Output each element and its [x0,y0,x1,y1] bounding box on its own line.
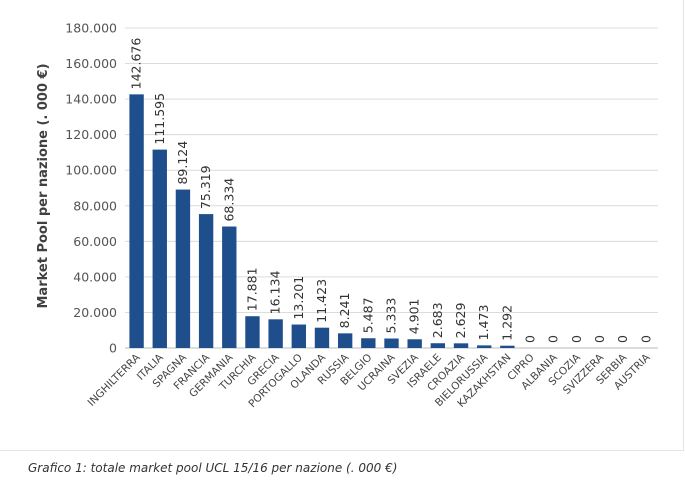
y-tick-label: 0 [109,341,117,356]
y-tick-label: 120.000 [65,127,117,142]
bar [268,319,283,348]
data-label: 0 [523,335,538,343]
y-tick-label: 160.000 [65,56,117,71]
bar [175,189,191,348]
bar [198,214,214,348]
data-label: 111.595 [152,93,167,145]
data-label: 8.241 [337,293,352,329]
bar [129,94,144,348]
y-tick-label: 20.000 [73,305,117,320]
bars [129,94,515,348]
data-label: 13.201 [291,276,306,320]
bar [245,316,260,348]
data-label: 2.683 [430,302,445,338]
data-label: 2.629 [453,302,468,338]
figure-caption: Grafico 1: totale market pool UCL 15/16 … [28,461,398,475]
bar [453,343,469,348]
x-axis-categories: INGHILTERRAITALIASPAGNAFRANCIAGERMANIATU… [86,351,654,410]
data-label: 89.124 [175,141,190,185]
data-label: 5.487 [360,297,375,333]
data-label: 5.333 [384,298,399,334]
bar [384,338,399,348]
data-label: 75.319 [198,165,213,209]
data-label: 68.334 [221,178,236,222]
y-tick-label: 100.000 [65,163,117,178]
data-label: 17.881 [244,267,259,311]
gridlines [125,27,658,349]
data-label: 142.676 [129,38,144,90]
data-label: 0 [615,335,630,343]
y-tick-label: 180.000 [65,21,117,36]
bar [407,339,422,348]
bar [477,345,492,348]
bar [500,345,515,348]
y-tick-label: 140.000 [65,92,117,107]
data-label: 16.134 [268,271,283,315]
bar [314,327,330,348]
bar [361,338,376,348]
y-tick-label: 40.000 [73,269,117,284]
data-label: 0 [592,335,607,343]
x-category-label: INGHILTERRA [86,351,144,409]
bar-chart: 0 20.000 40.000 60.000 80.000 100.000 120.000 1… [36,21,658,410]
bar [152,149,167,348]
data-label: 11.423 [314,279,329,323]
chart-frame: 0 20.000 40.000 60.000 80.000 100.000 120.000 1… [0,0,684,451]
y-axis-title: Market Pool per nazione (. 000 €) [36,63,51,308]
bar [222,226,237,348]
bar [337,333,353,348]
data-label: 1.473 [476,305,491,341]
data-label: 0 [546,335,561,343]
data-label: 0 [569,335,584,343]
bar [430,343,446,348]
y-tick-label: 60.000 [73,234,117,249]
data-label: 0 [638,335,653,343]
data-label: 1.292 [499,305,514,341]
y-axis-ticks: 0 20.000 40.000 60.000 80.000 100.000 120.000 1… [65,21,117,356]
y-tick-label: 80.000 [73,198,117,213]
data-labels: 142.676 111.595 89.124 75.319 68.334 17.881 16… [129,38,654,343]
bar [291,324,306,348]
data-label: 4.901 [407,298,422,334]
